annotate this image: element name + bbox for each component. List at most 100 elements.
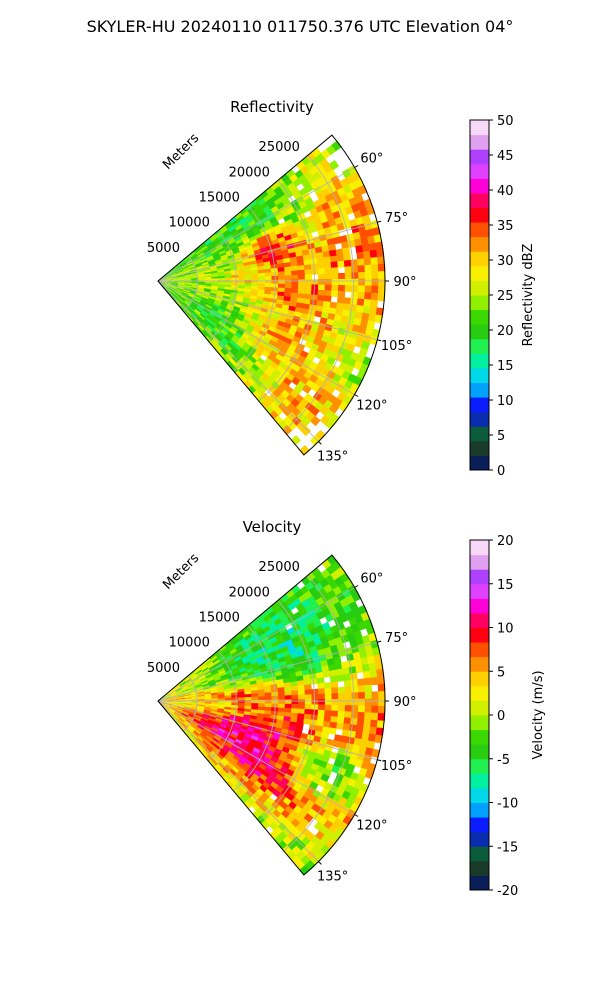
radar-cell xyxy=(303,293,312,300)
radar-cell xyxy=(177,702,186,704)
radar-cell xyxy=(184,284,192,287)
radar-cell xyxy=(231,766,240,774)
radar-cell xyxy=(318,693,326,700)
radar-cell xyxy=(208,752,216,760)
radar-cell xyxy=(179,715,187,721)
radar-cell xyxy=(219,657,228,664)
radar-cell xyxy=(307,729,317,737)
radar-cell xyxy=(358,698,366,707)
radar-cell xyxy=(206,300,215,306)
radar-cell xyxy=(328,669,338,677)
radar-cell xyxy=(171,703,179,706)
radar-cell xyxy=(338,272,346,280)
range-ring xyxy=(207,230,237,342)
radar-cell xyxy=(342,667,351,676)
radar-cell xyxy=(241,235,250,242)
radar-cell xyxy=(171,277,179,280)
radar-cell xyxy=(298,234,307,242)
radar-cell xyxy=(351,265,359,274)
radar-cell xyxy=(330,681,339,689)
radar-cell xyxy=(251,286,259,291)
radar-cell xyxy=(261,770,271,779)
radar-cell xyxy=(211,274,219,278)
radar-cell xyxy=(194,680,202,686)
radar-cell xyxy=(331,273,339,280)
radar-cell xyxy=(225,753,234,761)
radar-cell xyxy=(263,639,272,647)
radar-cell xyxy=(223,335,232,343)
radar-cell xyxy=(218,307,226,314)
radar-cell xyxy=(236,265,245,270)
radar-cell xyxy=(344,711,352,719)
radar-cell xyxy=(216,333,225,341)
figure-title: SKYLER-HU 20240110 011750.376 UTC Elevat… xyxy=(87,17,514,36)
radar-cell xyxy=(340,315,349,324)
radar-cell xyxy=(177,275,185,278)
radar-cell xyxy=(265,617,275,626)
radar-cell xyxy=(200,741,208,749)
radar-cell xyxy=(230,664,239,670)
radar-cell xyxy=(211,282,219,285)
radar-cell xyxy=(196,317,203,324)
radar-cell xyxy=(373,234,383,244)
radar-cell xyxy=(331,279,339,286)
radar-cell xyxy=(200,258,208,263)
radar-cell xyxy=(315,223,325,232)
radar-cell xyxy=(200,719,208,725)
radar-cell xyxy=(213,757,221,765)
radar-cell xyxy=(239,207,248,216)
radar-cell xyxy=(169,287,176,293)
radar-cell xyxy=(355,304,365,314)
radar-cell xyxy=(255,320,264,328)
radar-cell xyxy=(321,245,330,253)
radar-cell xyxy=(351,698,359,706)
radar-cell xyxy=(210,330,218,338)
radar-cell xyxy=(207,733,215,740)
radar-cell xyxy=(164,701,172,703)
radar-cell xyxy=(354,658,363,667)
radar-cell xyxy=(246,727,255,733)
radar-cell xyxy=(163,704,170,710)
radar-cell xyxy=(250,712,259,717)
radar-cell xyxy=(163,705,169,711)
radar-cell xyxy=(233,221,242,229)
radar-cell xyxy=(227,645,236,653)
radar-cell xyxy=(217,729,225,736)
radar-cell xyxy=(202,728,210,735)
radar-cell xyxy=(264,268,272,274)
radar-cell xyxy=(230,244,239,250)
radar-cell xyxy=(172,714,179,721)
radar-cell xyxy=(174,264,181,270)
radar-cell xyxy=(246,324,255,331)
radar-cell xyxy=(196,289,205,293)
radar-cell xyxy=(275,353,285,362)
radar-cell xyxy=(231,666,240,673)
radar-cell xyxy=(329,255,338,263)
radar-cell xyxy=(197,697,206,700)
radar-cell xyxy=(184,698,192,700)
radar-cell xyxy=(263,261,271,267)
radar-cell xyxy=(272,224,282,232)
radar-cell xyxy=(202,320,210,327)
radar-cell xyxy=(164,699,172,701)
colorbar-tick-label: -15 xyxy=(497,840,518,855)
radar-cell xyxy=(360,340,371,351)
radar-cell xyxy=(228,658,237,665)
radar-cell xyxy=(197,695,206,699)
radar-cell xyxy=(351,324,361,334)
radar-cell xyxy=(342,303,351,312)
radar-cell xyxy=(283,712,292,718)
radar-cell xyxy=(291,845,302,856)
radar-cell xyxy=(171,702,179,705)
radar-cell xyxy=(210,268,218,272)
colorbar-segment xyxy=(470,455,489,471)
radar-cell xyxy=(254,205,264,214)
radar-cell xyxy=(177,694,185,697)
radar-cell xyxy=(310,678,318,685)
radar-cell xyxy=(244,708,252,713)
radar-cell xyxy=(226,341,235,350)
radar-cell xyxy=(337,686,346,694)
radar-cell xyxy=(262,677,271,683)
radar-cell xyxy=(215,680,223,685)
radar-cell xyxy=(200,243,208,250)
